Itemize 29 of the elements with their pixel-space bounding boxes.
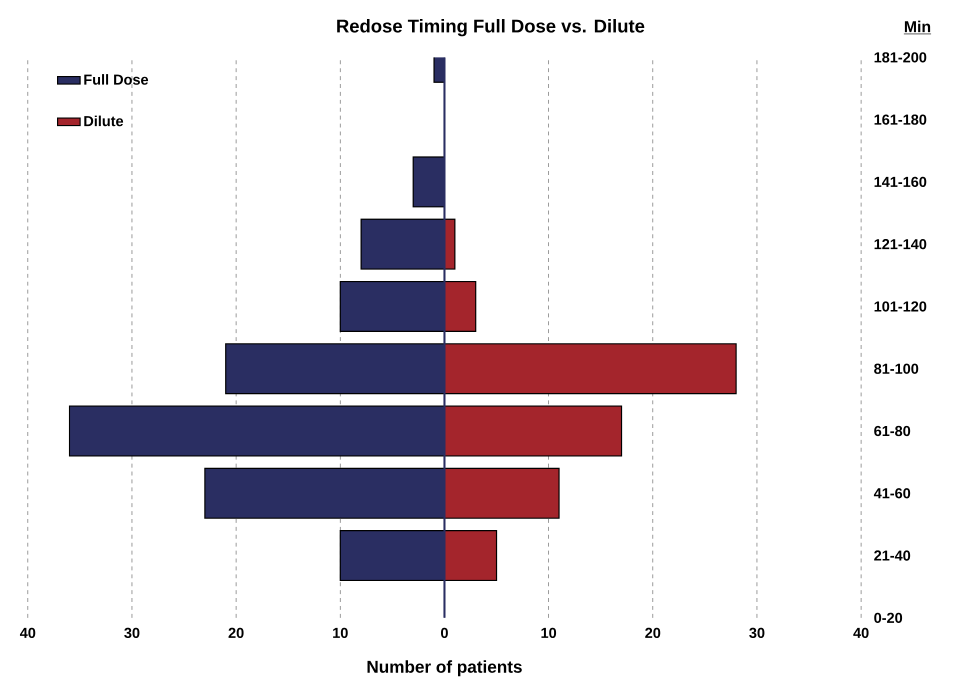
bar: [444, 343, 737, 394]
legend-label: Full Dose: [84, 74, 148, 85]
bar: [444, 280, 476, 332]
x-tick-label: 10: [333, 628, 348, 638]
y-tick-label: 141-160: [874, 176, 926, 188]
y-tick-label: 61-80: [874, 426, 910, 436]
y-tick-label: 161-180: [874, 114, 926, 125]
y-axis-title: Min: [904, 20, 930, 32]
bar: [444, 530, 498, 582]
y-tick-label: 181-200: [874, 52, 926, 63]
bar: [444, 406, 622, 457]
y-tick-label: 81-100: [874, 364, 918, 374]
x-tick-label: 40: [20, 628, 36, 638]
x-tick-label: 20: [228, 628, 244, 638]
x-tick-label: 30: [124, 628, 140, 638]
x-tick-label: 0: [441, 628, 448, 638]
x-axis-title: Number of patients: [368, 660, 522, 676]
x-tick-label: 40: [853, 628, 869, 638]
y-tick-label: 101-120: [874, 301, 926, 312]
y-tick-label: 121-140: [874, 239, 926, 250]
y-tick-label: 41-60: [874, 488, 910, 498]
x-tick-label: 30: [749, 628, 764, 638]
chart-title: Redose Timing Full Dose vs. Dilute: [337, 19, 644, 36]
y-tick-label: 21-40: [874, 550, 910, 561]
y-tick-label: 0-20: [874, 612, 902, 623]
x-tick-label: 10: [541, 628, 556, 638]
x-tick-label: 20: [645, 628, 660, 638]
bar: [444, 468, 560, 519]
legend-label: Dilute: [84, 116, 124, 126]
